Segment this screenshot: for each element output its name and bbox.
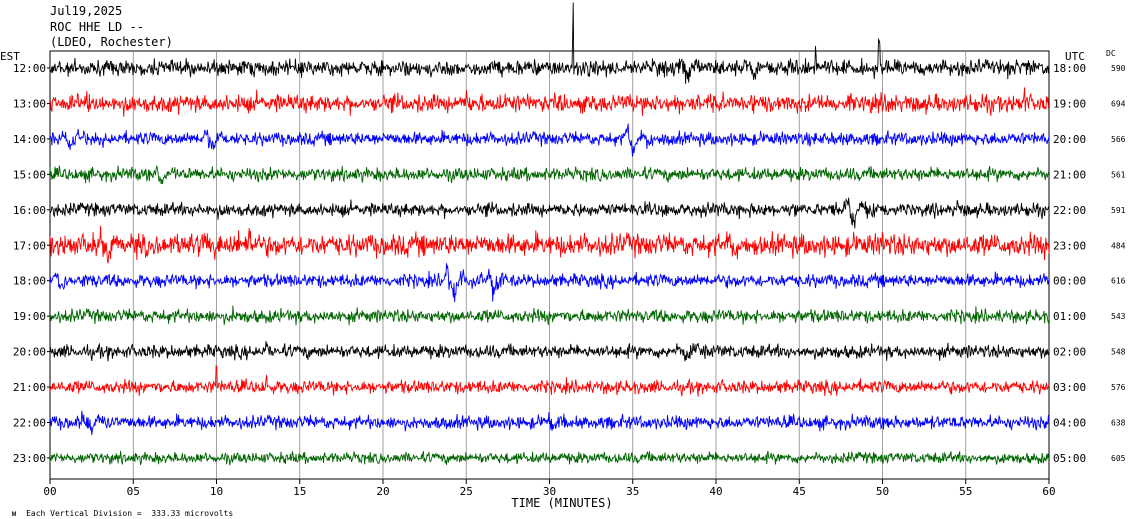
dc-value-label: 561 (1111, 170, 1126, 179)
dc-value-label: 548 (1111, 348, 1126, 357)
x-tick-label: 20 (376, 485, 389, 498)
est-hour-label: 21:00 (13, 381, 46, 394)
x-tick-label: 30 (543, 485, 556, 498)
dc-value-label: 576 (1111, 383, 1126, 392)
utc-hour-label: 04:00 (1053, 417, 1086, 430)
dc-value-label: 484 (1111, 241, 1126, 250)
dc-value-label: 616 (1111, 277, 1126, 286)
utc-hour-label: 18:00 (1053, 62, 1086, 75)
utc-hour-label: 22:00 (1053, 204, 1086, 217)
utc-hour-label: 03:00 (1053, 381, 1086, 394)
trace-line-2000 (49, 341, 1050, 362)
trace-line-1500 (49, 165, 1050, 185)
x-axis-label: TIME (MINUTES) (511, 496, 612, 510)
utc-hour-label: 00:00 (1053, 275, 1086, 288)
dc-value-label: 590 (1111, 64, 1126, 73)
est-hour-label: 18:00 (13, 275, 46, 288)
x-tick-label: 00 (43, 485, 56, 498)
trace-line-2100 (49, 364, 1050, 397)
dc-value-label: 605 (1111, 454, 1126, 463)
x-tick-label: 60 (1042, 485, 1055, 498)
footer-note-text: Each Vertical Division = 333.33 microvol… (26, 509, 234, 518)
trace-line-1400 (49, 123, 1050, 157)
trace-line-1600 (49, 197, 1050, 229)
trace-line-1700 (49, 225, 1050, 264)
dc-value-label: 694 (1111, 99, 1126, 108)
x-tick-label: 05 (127, 485, 140, 498)
footer-note: ᴍ Each Vertical Division = 333.33 microv… (2, 500, 234, 519)
labels: 00 05 10 15 20 25 30 35 40 45 50 55 60 12:00 18:00 590 1… (13, 62, 1126, 498)
est-hour-label: 19:00 (13, 310, 46, 323)
x-tick-label: 35 (626, 485, 639, 498)
est-hour-label: 13:00 (13, 97, 46, 110)
est-hour-label: 23:00 (13, 452, 46, 465)
est-hour-label: 17:00 (13, 239, 46, 252)
trace-line-1200 (49, 2, 1050, 84)
dc-value-label: 543 (1111, 312, 1126, 321)
trace-line-2300 (49, 450, 1050, 466)
utc-hour-label: 21:00 (1053, 168, 1086, 181)
utc-hour-label: 20:00 (1053, 133, 1086, 146)
trace-line-1300 (49, 87, 1050, 117)
dc-value-label: 638 (1111, 419, 1126, 428)
x-tick-label: 45 (793, 485, 806, 498)
utc-hour-label: 02:00 (1053, 346, 1086, 359)
right-timezone-label: UTC (1065, 50, 1085, 63)
est-hour-label: 16:00 (13, 204, 46, 217)
dc-label: DC (1106, 49, 1116, 58)
x-tick-label: 40 (709, 485, 722, 498)
dc-value-label: 566 (1111, 135, 1126, 144)
x-tick-label: 50 (876, 485, 889, 498)
header-station: ROC HHE LD -- (50, 20, 144, 34)
est-hour-label: 20:00 (13, 346, 46, 359)
utc-hour-label: 19:00 (1053, 97, 1086, 110)
est-hour-label: 15:00 (13, 168, 46, 181)
x-tick-label: 25 (460, 485, 473, 498)
utc-hour-label: 23:00 (1053, 239, 1086, 252)
trace-line-1900 (49, 305, 1050, 326)
x-tick-label: 15 (293, 485, 306, 498)
grid (49, 50, 1050, 480)
trace-line-1800 (49, 263, 1050, 303)
x-tick-label: 10 (210, 485, 223, 498)
x-tick-label: 55 (959, 485, 972, 498)
dc-value-label: 591 (1111, 206, 1126, 215)
footer-marker-icon: ᴍ (11, 509, 17, 518)
header-date: Jul19,2025 (50, 4, 123, 18)
est-hour-label: 14:00 (13, 133, 46, 146)
utc-hour-label: 01:00 (1053, 310, 1086, 323)
traces (49, 2, 1050, 466)
est-hour-label: 12:00 (13, 62, 46, 75)
utc-hour-label: 05:00 (1053, 452, 1086, 465)
left-timezone-label: EST (0, 50, 20, 63)
est-hour-label: 22:00 (13, 417, 46, 430)
trace-line-2200 (49, 410, 1050, 436)
header-network: (LDEO, Rochester) (50, 35, 173, 49)
